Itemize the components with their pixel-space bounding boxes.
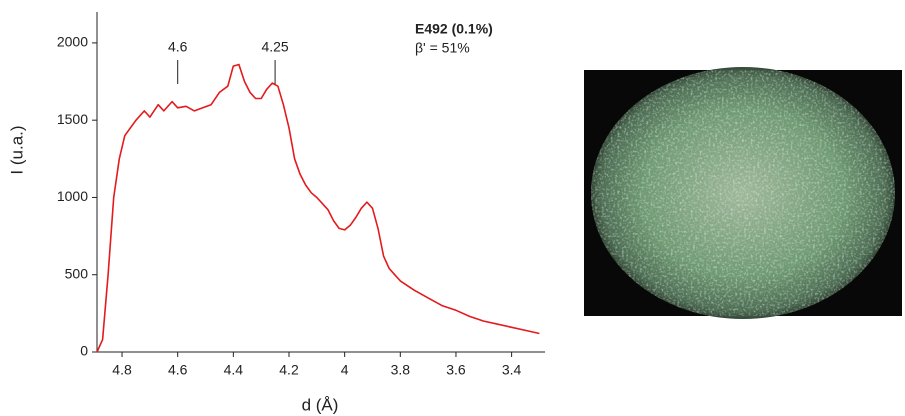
data-line — [96, 63, 540, 353]
sample-subtitle: β' = 51% — [415, 40, 470, 56]
peak-label: 4.6 — [168, 39, 188, 55]
x-tick-label: 3.8 — [391, 362, 411, 378]
sample-title: E492 (0.1%) — [415, 21, 493, 37]
x-tick-label: 4.2 — [279, 362, 299, 378]
x-tick-label: 4.4 — [224, 362, 244, 378]
x-tick-label: 4 — [341, 362, 349, 378]
x-tick-label: 3.6 — [446, 362, 466, 378]
micrograph — [584, 67, 902, 319]
y-tick-label: 0 — [80, 343, 88, 359]
x-tick-label: 3.4 — [502, 362, 522, 378]
y-axis-label: I (u.a.) — [7, 125, 26, 174]
x-tick-label: 4.6 — [168, 362, 188, 378]
y-tick-label: 1000 — [57, 188, 88, 204]
x-tick-label: 4.8 — [112, 362, 132, 378]
y-tick-label: 2000 — [57, 34, 88, 50]
x-axis-label: d (Å) — [302, 395, 339, 414]
y-tick-label: 500 — [65, 265, 89, 281]
peak-label: 4.25 — [261, 39, 288, 55]
y-tick-label: 1500 — [57, 111, 88, 127]
